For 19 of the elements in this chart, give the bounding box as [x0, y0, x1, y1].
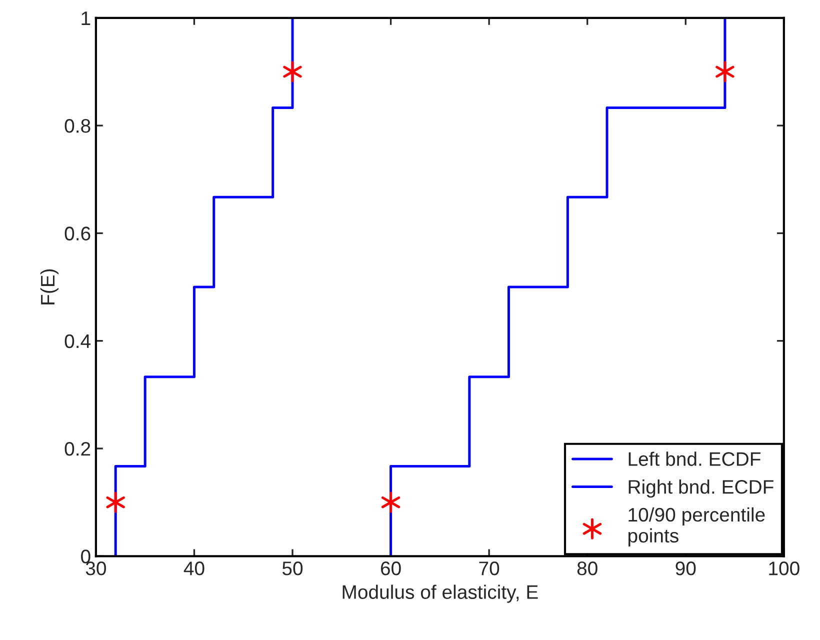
x-tick-label: 80: [577, 562, 598, 576]
y-tick-label: 0: [81, 550, 90, 564]
y-tick-label: 0.8: [64, 119, 90, 133]
x-tick-label: 50: [282, 562, 303, 576]
legend-label: Left bnd. ECDF: [628, 452, 760, 466]
y-tick-label: 0.6: [64, 226, 90, 240]
legend-label: 10/90 percentile points: [628, 507, 765, 546]
x-tick-label: 90: [676, 562, 696, 576]
x-tick-label: 100: [769, 562, 800, 576]
y-tick-label: 0.4: [64, 334, 91, 348]
legend-label: Right bnd. ECDF: [628, 480, 774, 498]
x-tick-label: 40: [184, 562, 204, 576]
x-tick-label: 30: [86, 562, 106, 576]
x-tick-label: 70: [479, 562, 500, 576]
x-axis-title: Modulus of elasticity, E: [342, 584, 538, 603]
y-axis-title: F(E): [40, 269, 58, 304]
y-tick-label: 1: [82, 12, 90, 25]
y-tick-label: 0.2: [64, 442, 90, 456]
x-tick-label: 60: [380, 562, 401, 576]
